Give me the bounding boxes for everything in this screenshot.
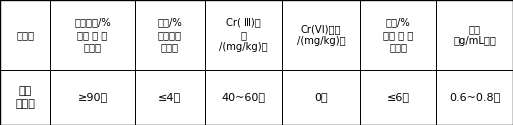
Text: ≥90。: ≥90。: [77, 92, 108, 102]
Bar: [135, 70, 205, 125]
Text: 密度
（g/mL）。: 密度 （g/mL）。: [453, 24, 496, 46]
Bar: [0, 0, 50, 70]
Text: 40~60。: 40~60。: [221, 92, 265, 102]
Text: 有效含量/%
（质 量 分
数）。: 有效含量/% （质 量 分 数）。: [74, 18, 111, 52]
Bar: [205, 0, 282, 70]
Text: Cr( Ⅲ)含
量
/(mg/kg)。: Cr( Ⅲ)含 量 /(mg/kg)。: [219, 18, 267, 52]
Bar: [135, 0, 205, 70]
Text: ≤6。: ≤6。: [387, 92, 410, 102]
Text: Cr(VI)含量
/(mg/kg)。: Cr(VI)含量 /(mg/kg)。: [297, 24, 345, 46]
Text: 粉体
指标。: 粉体 指标。: [15, 86, 35, 109]
Bar: [361, 0, 436, 70]
Text: 0。: 0。: [314, 92, 328, 102]
Text: 项目。: 项目。: [16, 30, 34, 40]
Bar: [436, 0, 513, 70]
Text: 0.6~0.8。: 0.6~0.8。: [449, 92, 500, 102]
Bar: [50, 70, 135, 125]
Bar: [361, 70, 436, 125]
Bar: [0, 70, 50, 125]
Bar: [50, 0, 135, 70]
Bar: [282, 70, 361, 125]
Bar: [436, 70, 513, 125]
Bar: [205, 70, 282, 125]
Bar: [282, 0, 361, 70]
Text: 灰分/%
（质量分
数）。: 灰分/% （质量分 数）。: [157, 18, 182, 52]
Text: ≤4。: ≤4。: [158, 92, 181, 102]
Text: 水分/%
（质 量 分
数）。: 水分/% （质 量 分 数）。: [383, 18, 413, 52]
